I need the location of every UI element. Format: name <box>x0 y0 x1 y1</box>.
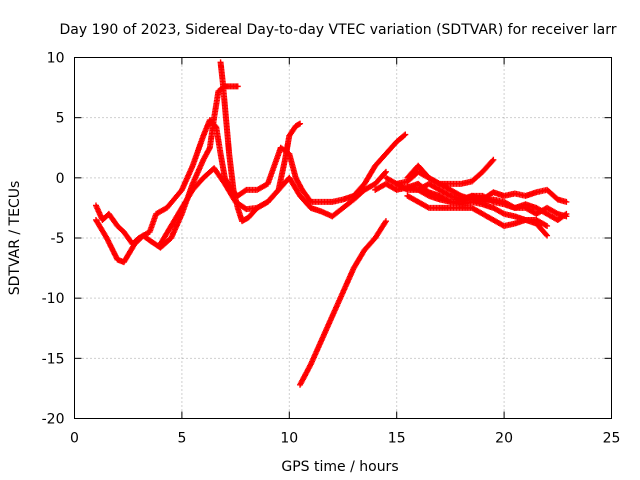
data-point <box>401 132 408 139</box>
data-point <box>382 168 389 175</box>
data-track <box>297 218 389 388</box>
data-point <box>563 198 570 205</box>
data-point <box>543 231 550 238</box>
data-point <box>489 157 496 164</box>
grid-lines <box>74 57 612 419</box>
x-tick-label: 0 <box>70 431 79 447</box>
axis-ticks: 0 5 10 15 20 25 -20 -15 -10 -5 0 5 10 <box>42 51 621 447</box>
data-point <box>234 83 241 90</box>
data-point <box>544 232 551 239</box>
data-point <box>490 156 497 163</box>
x-tick-label: 25 <box>603 431 621 447</box>
x-tick-label: 20 <box>495 431 513 447</box>
data-track <box>404 192 551 229</box>
data-point <box>382 219 389 226</box>
data-track <box>92 117 409 248</box>
data-point <box>382 218 389 225</box>
y-tick-label: -5 <box>51 231 65 247</box>
x-tick-label: 15 <box>388 431 406 447</box>
data-track <box>157 120 304 248</box>
y-axis-label: SDTVAR / TECUs <box>7 181 23 296</box>
y-tick-label: 0 <box>56 171 65 187</box>
data-point <box>242 187 249 194</box>
data-point <box>381 169 388 176</box>
y-tick-label: -10 <box>42 291 65 307</box>
data-point <box>563 210 570 217</box>
data-track <box>217 59 389 225</box>
y-tick-label: -20 <box>42 412 65 428</box>
data-point <box>562 211 569 218</box>
data-track <box>393 156 497 187</box>
data-point <box>297 120 304 127</box>
x-tick-label: 10 <box>280 431 298 447</box>
chart-title: Day 190 of 2023, Sidereal Day-to-day VTE… <box>60 22 617 38</box>
data-point <box>402 131 409 138</box>
y-tick-label: 5 <box>56 111 65 127</box>
y-tick-label: -15 <box>42 351 65 367</box>
y-tick-label: 10 <box>47 51 65 67</box>
data-point <box>544 222 551 229</box>
x-axis-label: GPS time / hours <box>281 459 398 475</box>
data-points <box>92 59 570 388</box>
data-track <box>404 180 570 223</box>
x-tick-label: 5 <box>177 431 186 447</box>
